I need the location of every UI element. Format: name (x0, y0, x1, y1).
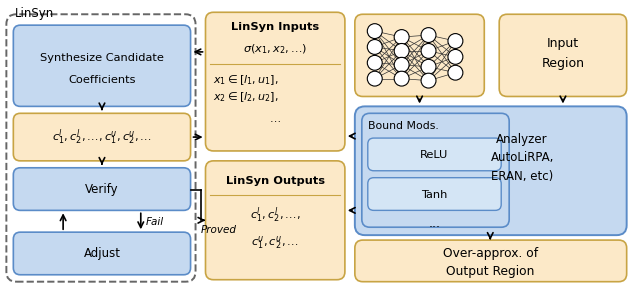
Circle shape (394, 71, 409, 86)
Text: AutoLiRPA,: AutoLiRPA, (490, 151, 554, 164)
Text: ...: ... (429, 217, 440, 230)
FancyBboxPatch shape (368, 178, 501, 210)
Circle shape (448, 33, 463, 48)
Text: Adjust: Adjust (83, 247, 120, 260)
FancyBboxPatch shape (13, 168, 191, 210)
Circle shape (394, 57, 409, 72)
FancyBboxPatch shape (355, 14, 484, 97)
Circle shape (421, 59, 436, 74)
Text: $c_1^l, c_2^l, \ldots,$: $c_1^l, c_2^l, \ldots,$ (250, 205, 301, 225)
Text: Coefficients: Coefficients (68, 74, 136, 85)
FancyBboxPatch shape (13, 232, 191, 275)
Text: $x_2 \in [l_2, u_2],$: $x_2 \in [l_2, u_2],$ (214, 91, 279, 104)
Circle shape (421, 43, 436, 58)
FancyBboxPatch shape (13, 113, 191, 161)
Text: $c_1^l, c_2^l, \ldots, c_1^u, c_2^u, \ldots$: $c_1^l, c_2^l, \ldots, c_1^u, c_2^u, \ld… (52, 127, 152, 147)
Circle shape (367, 71, 382, 86)
FancyBboxPatch shape (362, 113, 509, 227)
Text: Tanh: Tanh (421, 189, 448, 200)
Text: $x_1 \in [l_1, u_1],$: $x_1 \in [l_1, u_1],$ (214, 73, 279, 86)
Text: $\ldots$: $\ldots$ (269, 114, 281, 124)
Text: Input: Input (547, 38, 579, 50)
Text: LinSyn Inputs: LinSyn Inputs (231, 22, 319, 32)
Circle shape (367, 55, 382, 70)
Text: Analyzer: Analyzer (496, 133, 548, 146)
FancyBboxPatch shape (13, 25, 191, 107)
Text: LinSyn Outputs: LinSyn Outputs (226, 176, 324, 186)
Text: Bound Mods.: Bound Mods. (368, 121, 438, 131)
Circle shape (394, 43, 409, 58)
Text: Region: Region (541, 57, 584, 70)
Circle shape (367, 40, 382, 54)
Circle shape (394, 30, 409, 45)
Text: Verify: Verify (85, 183, 119, 196)
Text: Synthesize Candidate: Synthesize Candidate (40, 53, 164, 63)
Circle shape (367, 24, 382, 38)
FancyBboxPatch shape (368, 138, 501, 171)
Text: $c_1^u, c_2^u, \ldots$: $c_1^u, c_2^u, \ldots$ (252, 234, 299, 251)
Text: ReLU: ReLU (420, 150, 449, 160)
Text: ERAN, etc): ERAN, etc) (491, 170, 553, 183)
FancyBboxPatch shape (355, 107, 627, 235)
Text: Proved: Proved (200, 225, 237, 235)
Circle shape (448, 49, 463, 64)
Text: Output Region: Output Region (446, 265, 534, 278)
Circle shape (421, 28, 436, 42)
Circle shape (421, 73, 436, 88)
FancyBboxPatch shape (205, 161, 345, 280)
FancyBboxPatch shape (355, 240, 627, 282)
Text: $\sigma(x_1, x_2, \ldots)$: $\sigma(x_1, x_2, \ldots)$ (243, 42, 307, 56)
Text: Over-approx. of: Over-approx. of (443, 247, 538, 260)
FancyBboxPatch shape (499, 14, 627, 97)
FancyBboxPatch shape (205, 12, 345, 151)
Text: LinSyn: LinSyn (15, 7, 54, 20)
Circle shape (448, 65, 463, 80)
Text: Fail: Fail (146, 217, 164, 227)
